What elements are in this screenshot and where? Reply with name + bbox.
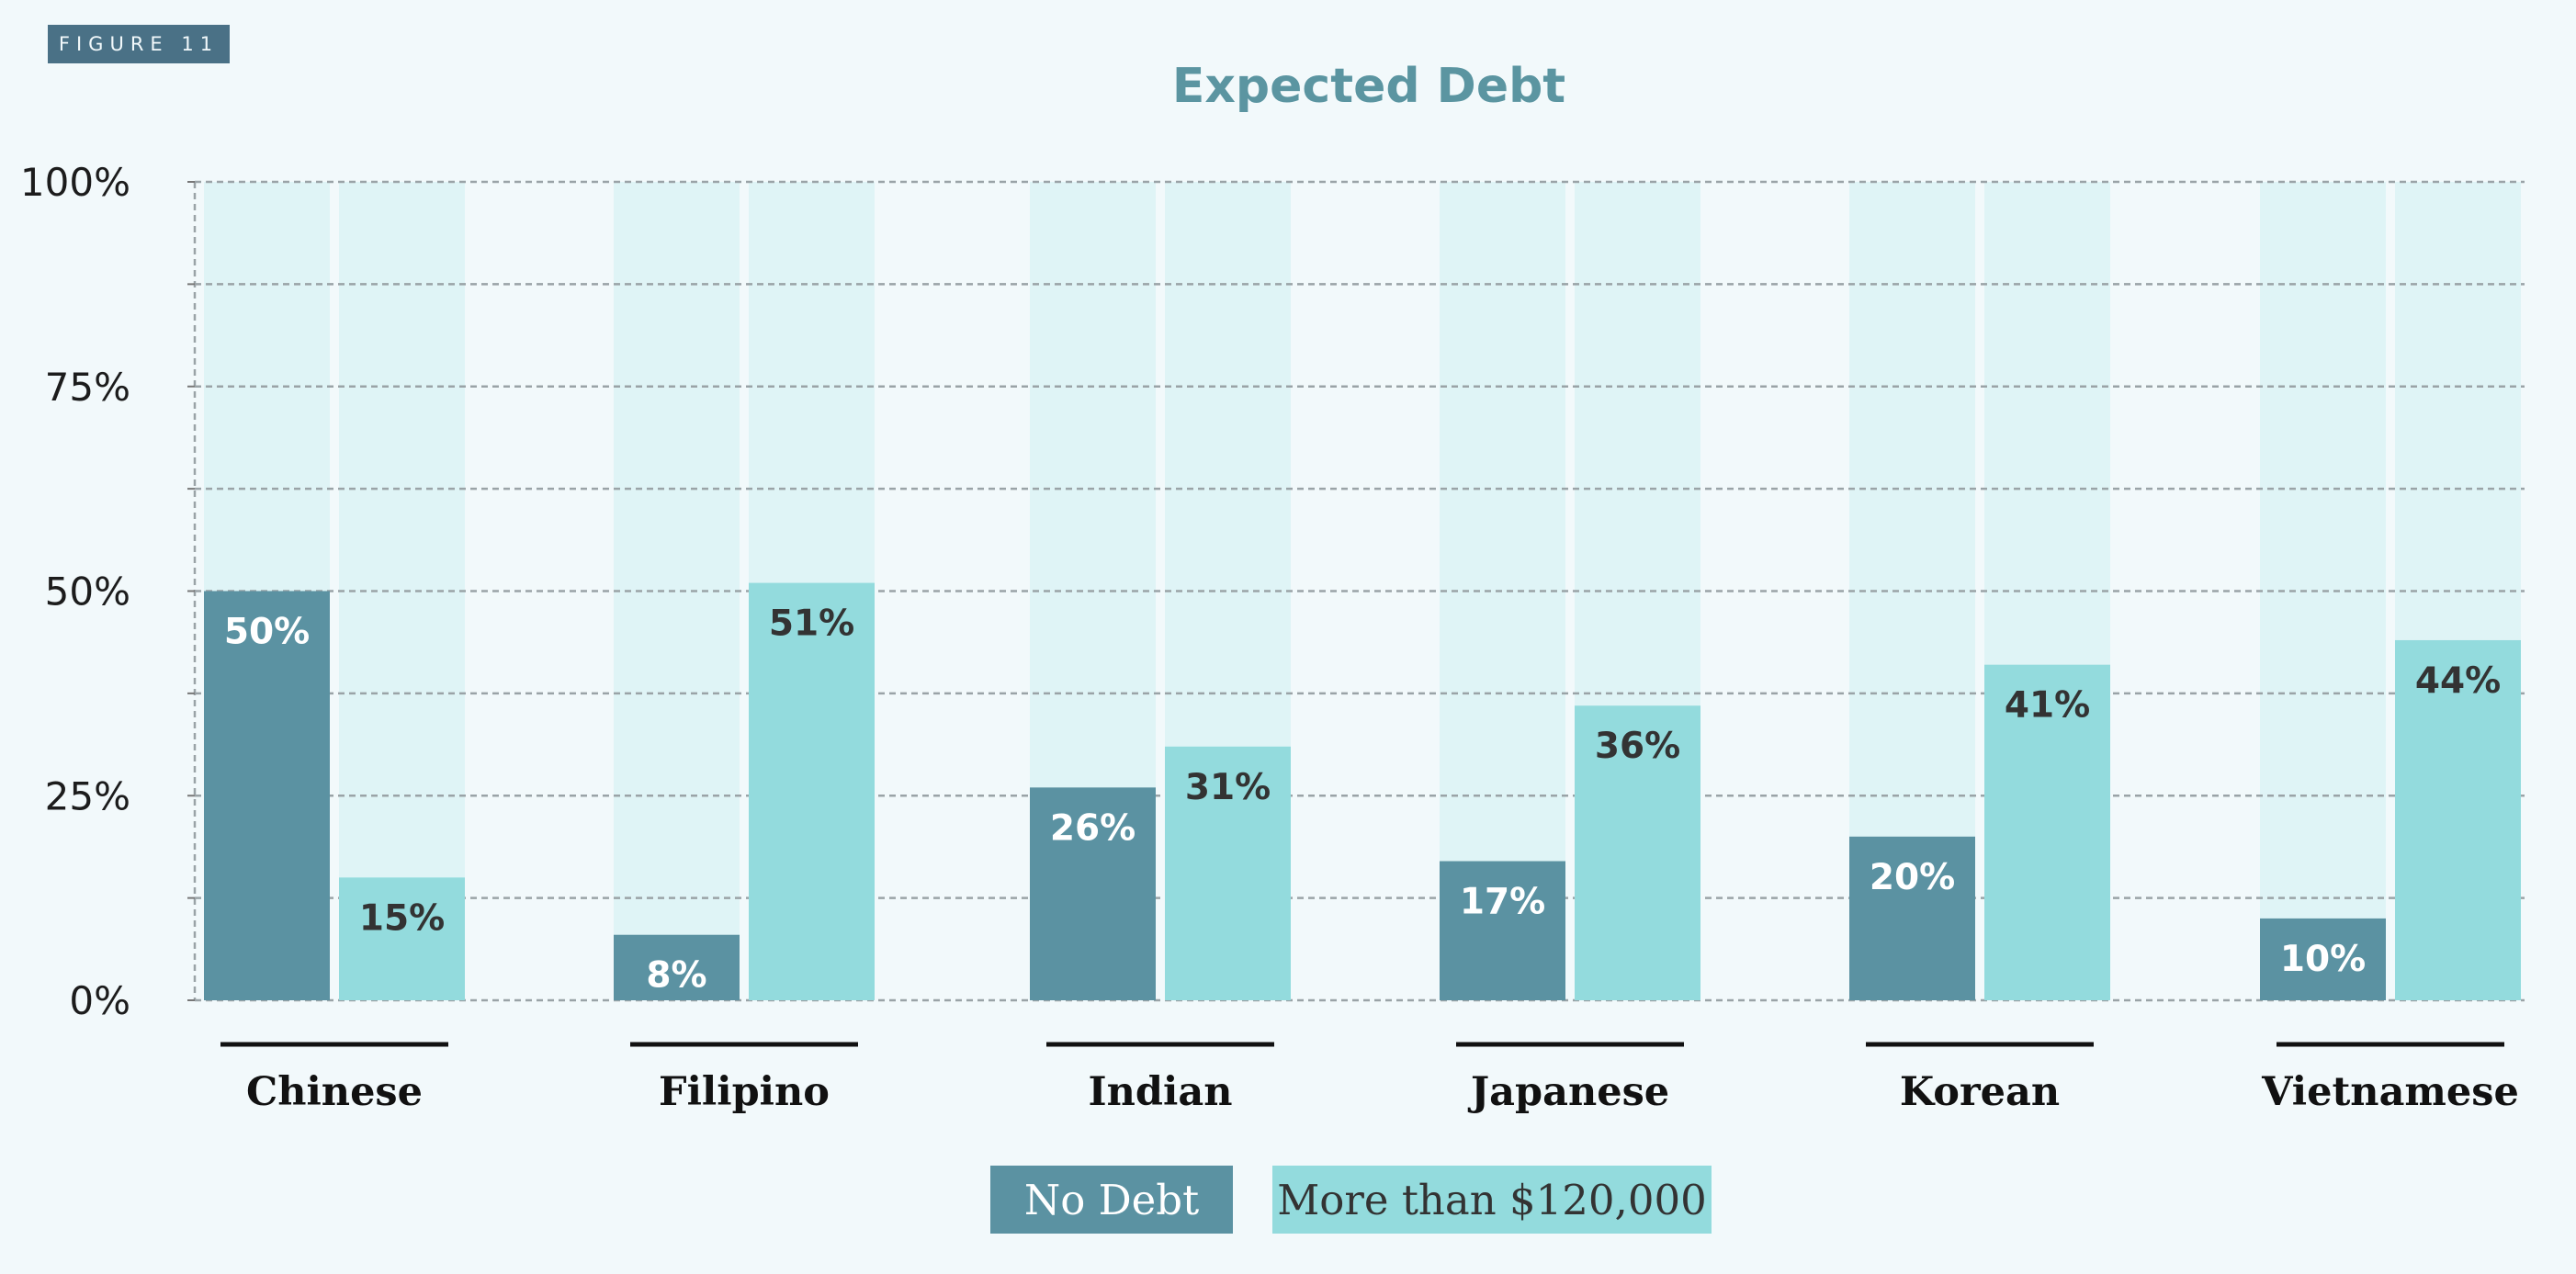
category-label-indian: Indian [1089, 1069, 1233, 1115]
data-label: 50% [224, 612, 310, 653]
data-label: 31% [1185, 767, 1271, 808]
data-label: 51% [769, 603, 854, 645]
data-label: 10% [2280, 939, 2366, 980]
y-tick-label: 25% [45, 773, 130, 818]
bar-chinese-no-debt [204, 591, 330, 1000]
bar-vietnamese-no-debt [2260, 918, 2386, 1000]
y-tick-label: 0% [69, 978, 130, 1023]
y-tick-label: 100% [20, 160, 130, 205]
chart-title: Expected Debt [1171, 59, 1566, 114]
bar-japanese-no-debt [1440, 861, 1565, 1000]
background-bar-chinese-1 [339, 182, 465, 1000]
y-tick-label: 50% [45, 569, 130, 614]
data-label: 15% [359, 897, 445, 939]
figure-badge: FIGURE 11 [48, 25, 230, 63]
background-bar-filipino-0 [614, 182, 740, 1000]
data-label: 20% [1870, 857, 1955, 898]
data-label: 26% [1050, 807, 1135, 849]
data-label: 36% [1595, 726, 1680, 767]
bar-indian-more-than-120000 [1165, 746, 1291, 1000]
data-label: 8% [646, 955, 706, 997]
category-label-japanese: Japanese [1467, 1069, 1669, 1115]
bar-chinese-more-than-120000 [339, 877, 465, 1000]
category-label-korean: Korean [1900, 1069, 2060, 1115]
bar-filipino-more-than-120000 [749, 582, 875, 1000]
bar-japanese-more-than-120000 [1575, 705, 1700, 1000]
y-tick-label: 75% [45, 365, 130, 410]
bar-vietnamese-more-than-120000 [2395, 639, 2521, 1000]
category-label-filipino: Filipino [659, 1069, 830, 1115]
data-label: 17% [1460, 882, 1545, 923]
category-label-chinese: Chinese [246, 1069, 423, 1115]
legend-item-no-debt: No Debt [990, 1166, 1233, 1234]
category-label-vietnamese: Vietnamese [2261, 1069, 2519, 1115]
data-label: 41% [2005, 685, 2090, 727]
bar-indian-no-debt [1030, 787, 1156, 1000]
bar-korean-no-debt [1849, 836, 1975, 1000]
bar-korean-more-than-120000 [1984, 664, 2110, 1000]
bar-filipino-no-debt [614, 934, 740, 1000]
data-label: 44% [2415, 660, 2501, 702]
legend-item-more-than-120000: More than $120,000 [1272, 1166, 1712, 1234]
